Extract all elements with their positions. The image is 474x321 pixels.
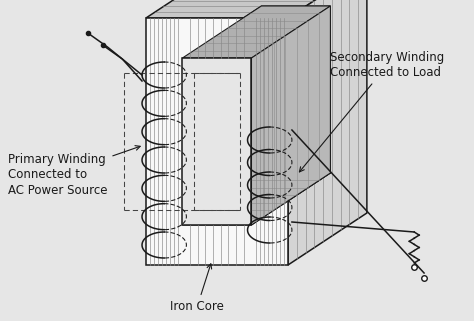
Polygon shape [252,6,330,225]
Polygon shape [146,18,288,265]
Polygon shape [146,0,367,18]
Polygon shape [252,6,330,225]
Polygon shape [288,0,367,265]
Polygon shape [182,173,330,225]
Polygon shape [182,58,252,225]
Text: Secondary Winding
Connected to Load: Secondary Winding Connected to Load [300,51,445,172]
Text: Iron Core: Iron Core [170,264,224,313]
Polygon shape [182,6,330,58]
Polygon shape [182,6,330,58]
Text: Primary Winding
Connected to
AC Power Source: Primary Winding Connected to AC Power So… [8,146,140,196]
Polygon shape [261,6,330,173]
